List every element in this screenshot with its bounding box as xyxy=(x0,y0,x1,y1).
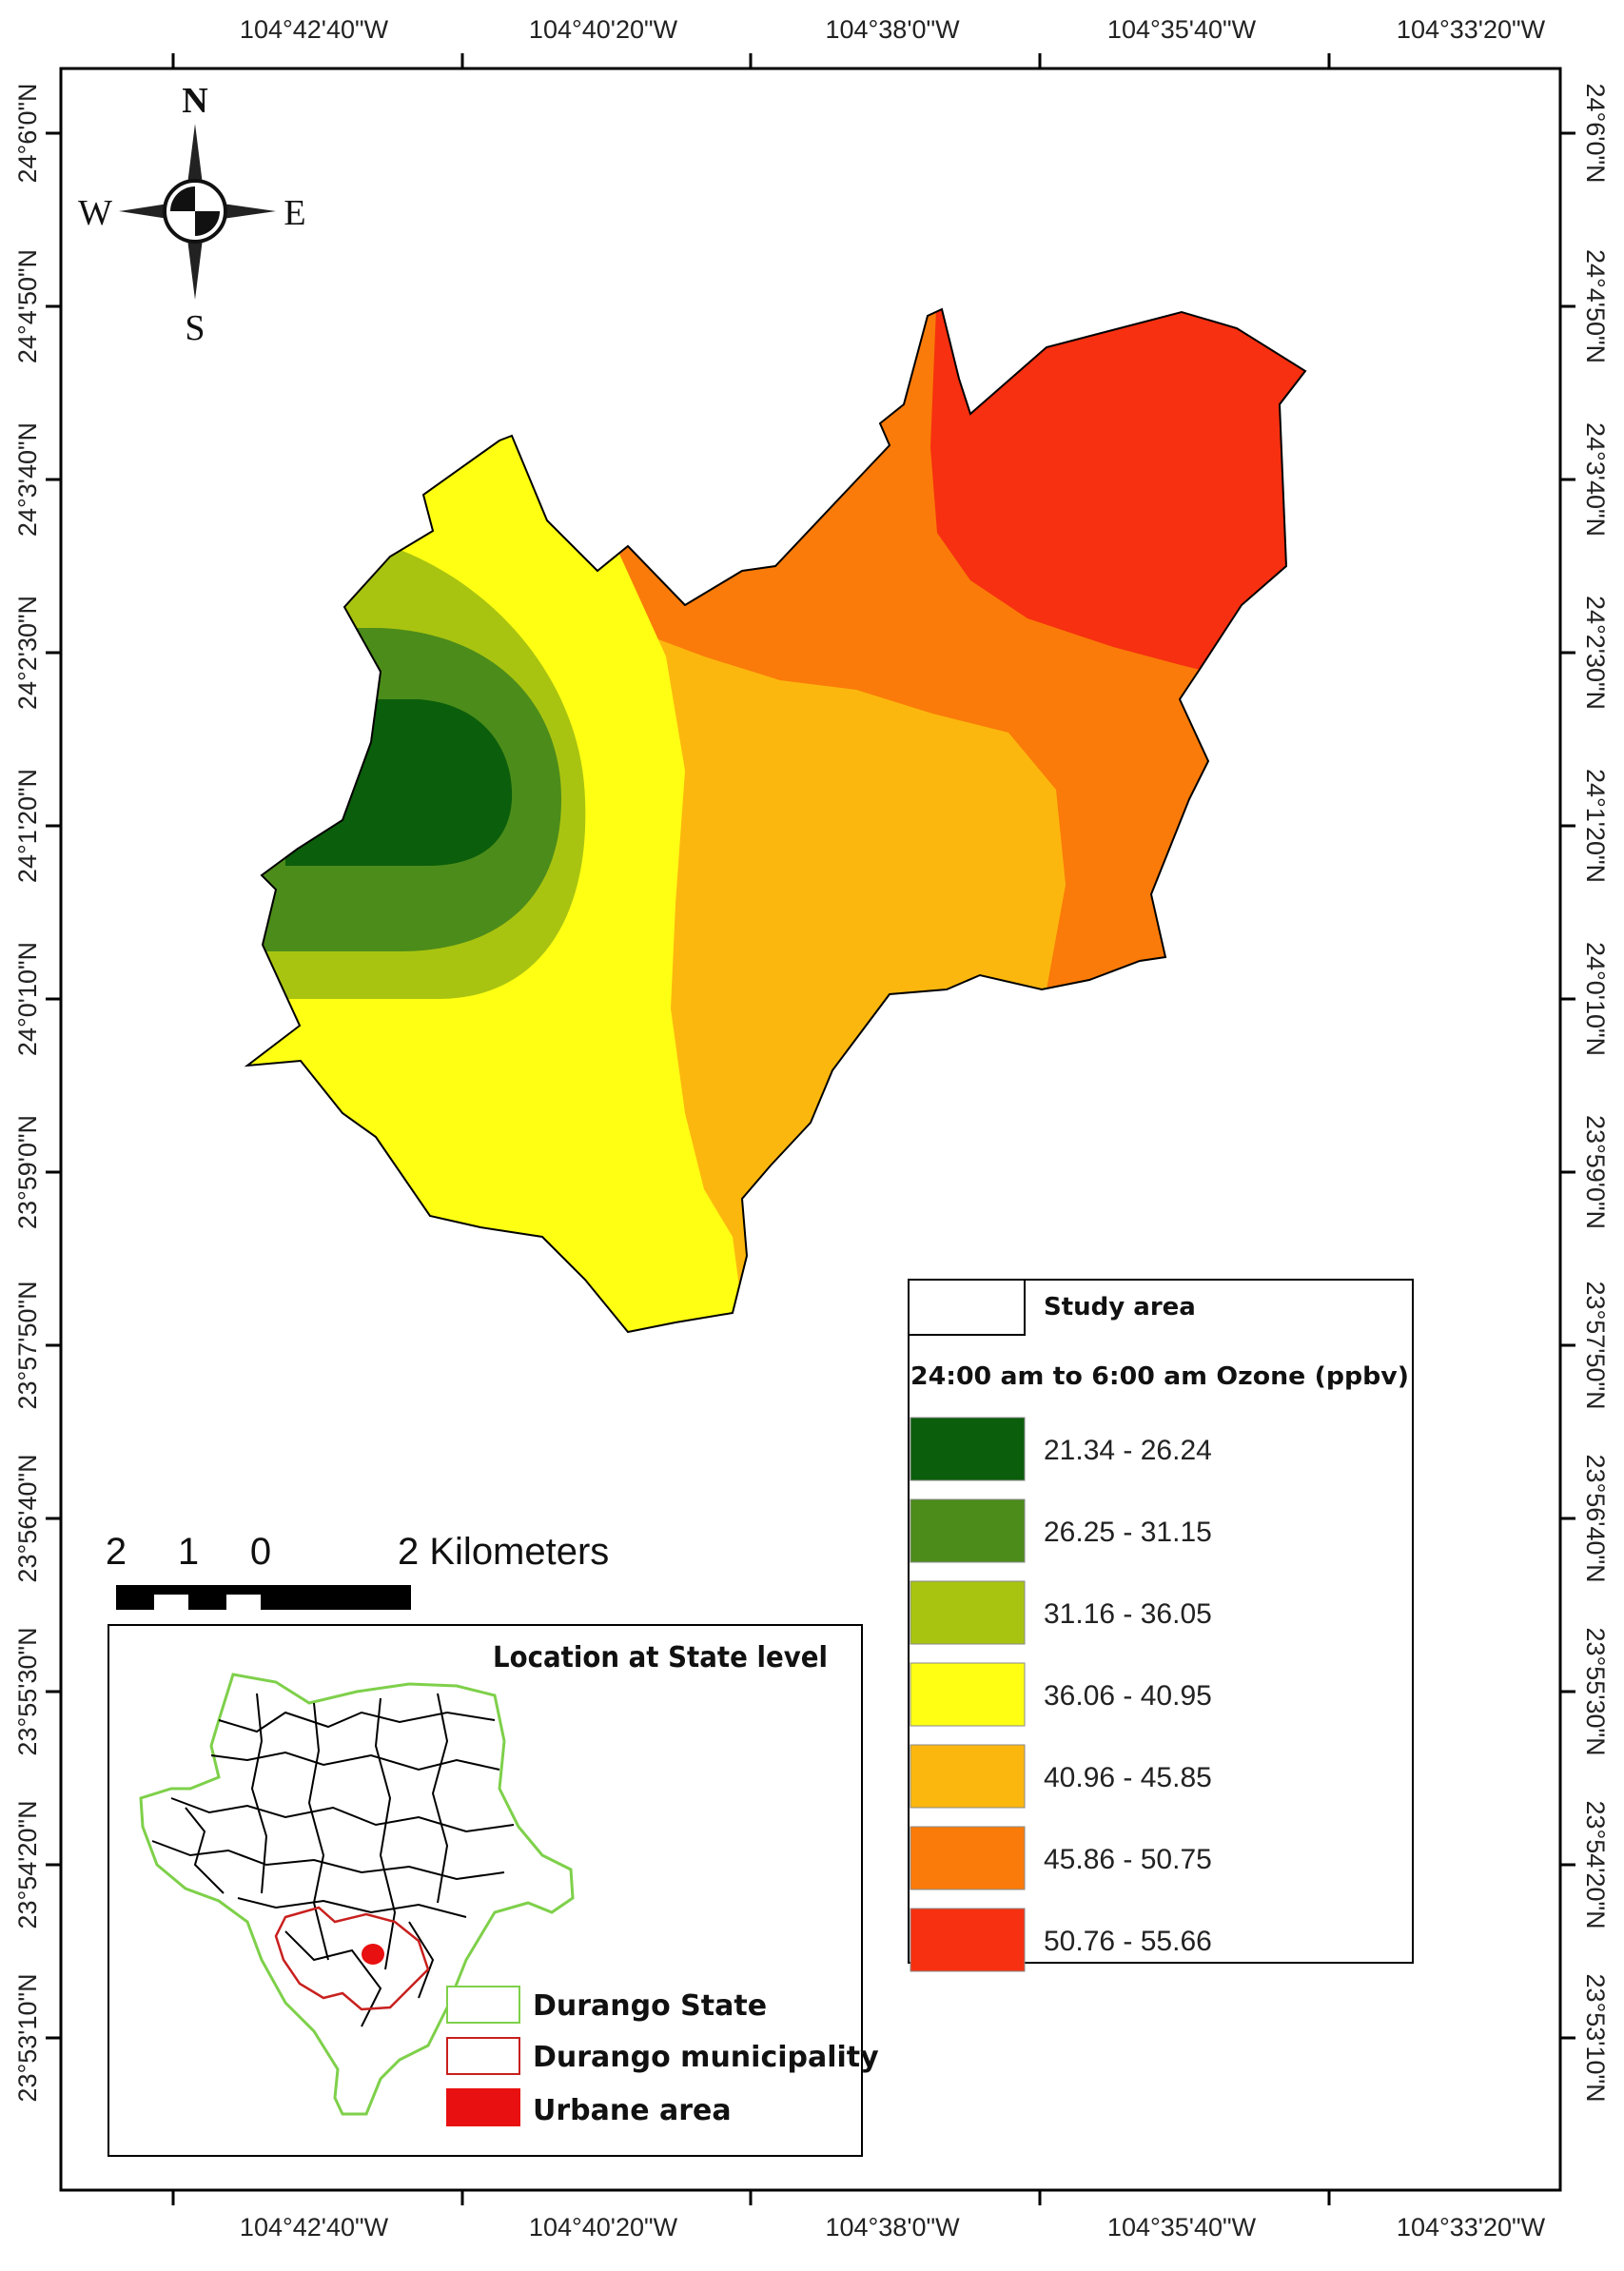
legend-class-label: 36.06 - 40.95 xyxy=(1044,1680,1212,1712)
inset-legend-municipality-swatch xyxy=(446,2037,520,2075)
scale-label: 1 xyxy=(178,1531,199,1573)
lon-label: 104°33'20"W xyxy=(1397,2213,1546,2242)
compass-label-east: E xyxy=(284,193,305,233)
scale-label: 0 xyxy=(250,1531,271,1573)
scale-bar-segment xyxy=(154,1595,188,1610)
lat-label: 23°59'0"N xyxy=(13,1115,42,1229)
inset-map: Location at State level Durango State Du… xyxy=(108,1624,879,2157)
compass-rose: N S W E xyxy=(78,81,306,348)
graticule-ticks xyxy=(46,53,1575,2205)
scale-bar: 2 1 0 2 Kilometers xyxy=(106,1531,609,1610)
bottom-longitude-labels: 104°42'40"W 104°40'20"W 104°38'0"W 104°3… xyxy=(240,2213,1546,2242)
lat-label: 23°56'40"N xyxy=(1581,1454,1610,1582)
lat-label: 24°3'40"N xyxy=(1581,422,1610,537)
lon-label: 104°35'40"W xyxy=(1107,15,1257,44)
legend-study-area-label: Study area xyxy=(1044,1293,1196,1321)
lon-label: 104°42'40"W xyxy=(240,2213,389,2242)
inset-title: Location at State level xyxy=(493,1641,828,1674)
inset-legend-urban-label: Urbane area xyxy=(533,2094,732,2127)
legend-swatch xyxy=(910,1908,1026,1972)
scale-bar-segment xyxy=(226,1595,261,1610)
inset-legend-state-label: Durango State xyxy=(533,1989,767,2023)
lat-label: 23°54'20"N xyxy=(1581,1800,1610,1928)
lon-label: 104°38'0"W xyxy=(825,2213,960,2242)
lat-label: 24°3'40"N xyxy=(13,422,42,537)
legend-class-label: 21.34 - 26.24 xyxy=(1044,1435,1212,1466)
compass-quadrant-se xyxy=(195,211,220,236)
inset-municipal-lines xyxy=(151,1693,515,2027)
lat-label: 23°57'50"N xyxy=(13,1281,42,1409)
legend-title: 24:00 am to 6:00 am Ozone (ppbv) xyxy=(910,1362,1409,1391)
legend-swatch xyxy=(910,1662,1026,1727)
legend-class-label: 45.86 - 50.75 xyxy=(1044,1844,1212,1875)
lat-label: 23°55'30"N xyxy=(13,1627,42,1755)
lon-label: 104°33'20"W xyxy=(1397,15,1546,44)
lon-label: 104°42'40"W xyxy=(240,15,389,44)
compass-quadrant-nw xyxy=(170,186,195,211)
legend-swatch xyxy=(910,1417,1026,1481)
lat-label: 23°53'10"N xyxy=(13,1973,42,2102)
legend-swatch xyxy=(910,1580,1026,1645)
top-longitude-labels: 104°42'40"W 104°40'20"W 104°38'0"W 104°3… xyxy=(240,15,1546,44)
lat-label: 23°57'50"N xyxy=(1581,1281,1610,1409)
compass-label-west: W xyxy=(78,193,112,233)
inset-legend-urban-swatch xyxy=(446,2088,520,2126)
lat-label: 24°0'10"N xyxy=(1581,942,1610,1056)
lon-label: 104°35'40"W xyxy=(1107,2213,1257,2242)
lon-label: 104°38'0"W xyxy=(825,15,960,44)
ozone-legend: Study area 24:00 am to 6:00 am Ozone (pp… xyxy=(908,1279,1414,1972)
inset-durango-municipality xyxy=(274,1906,430,2011)
lat-label: 23°55'30"N xyxy=(1581,1627,1610,1755)
lat-label: 24°2'30"N xyxy=(13,596,42,710)
lon-label: 104°40'20"W xyxy=(529,2213,678,2242)
right-latitude-labels: 24°6'0"N 24°4'50"N 24°3'40"N 24°2'30"N 2… xyxy=(1581,83,1610,2102)
legend-swatch xyxy=(910,1744,1026,1809)
inset-durango-state xyxy=(139,1673,575,2116)
lat-label: 24°6'0"N xyxy=(1581,83,1610,183)
lat-label: 24°0'10"N xyxy=(13,942,42,1056)
compass-label-south: S xyxy=(185,308,205,348)
legend-classes: 21.34 - 26.24 26.25 - 31.15 31.16 - 36.05 3… xyxy=(910,1417,1212,1972)
lat-label: 23°59'0"N xyxy=(1581,1115,1610,1229)
lat-label: 23°53'10"N xyxy=(1581,1973,1610,2102)
compass-label-north: N xyxy=(182,81,207,121)
legend-study-area-swatch xyxy=(908,1279,1026,1336)
legend-swatch xyxy=(910,1826,1026,1890)
lat-label: 24°4'50"N xyxy=(13,249,42,363)
legend-class-label: 40.96 - 45.85 xyxy=(1044,1762,1212,1793)
inset-urban-area xyxy=(362,1944,384,1965)
lat-label: 24°1'20"N xyxy=(1581,769,1610,883)
scale-label: 2 xyxy=(106,1531,127,1573)
lon-label: 104°40'20"W xyxy=(529,15,678,44)
inset-legend-state-swatch xyxy=(446,1986,520,2024)
scale-label: 2 Kilometers xyxy=(398,1531,609,1573)
lat-label: 24°4'50"N xyxy=(1581,249,1610,363)
lat-label: 24°1'20"N xyxy=(13,769,42,883)
legend-class-label: 26.25 - 31.15 xyxy=(1044,1517,1212,1548)
lat-label: 23°56'40"N xyxy=(13,1454,42,1582)
inset-legend-municipality-label: Durango municipality xyxy=(533,2041,879,2074)
legend-class-label: 50.76 - 55.66 xyxy=(1044,1926,1212,1957)
left-latitude-labels: 24°6'0"N 24°4'50"N 24°3'40"N 24°2'30"N 2… xyxy=(13,83,42,2102)
legend-class-label: 31.16 - 36.05 xyxy=(1044,1598,1212,1630)
lat-label: 24°2'30"N xyxy=(1581,596,1610,710)
lat-label: 24°6'0"N xyxy=(13,83,42,183)
lat-label: 23°54'20"N xyxy=(13,1800,42,1928)
legend-swatch xyxy=(910,1498,1026,1563)
